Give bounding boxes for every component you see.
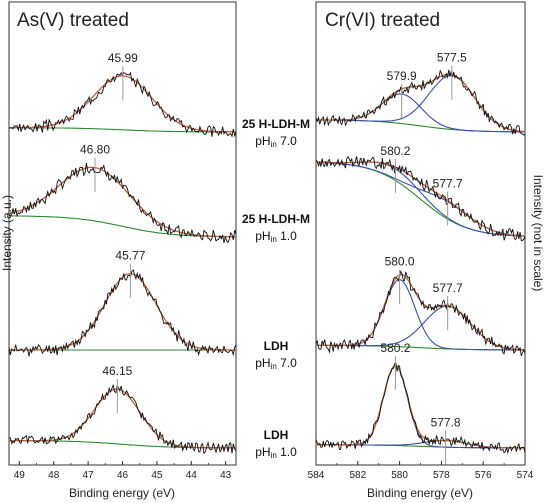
x-tick-label: 48 — [48, 470, 60, 481]
background-line — [316, 161, 526, 237]
raw-spectrum-line — [315, 155, 526, 242]
sample-name: 25 H-LDH-M — [242, 212, 310, 226]
sample-label-4: LDH pHin 1.0 — [255, 428, 297, 460]
left-title: As(V) treated — [17, 10, 129, 31]
spectrum-panel: 45.99 — [8, 51, 237, 138]
spectrum-panel: 580.0 577.7 — [315, 255, 526, 357]
sample-ph: pHin 7.0 — [255, 134, 297, 149]
fit-envelope-line — [316, 273, 525, 351]
spectrum-panel: 45.77 — [8, 249, 237, 357]
peak-label: 577.7 — [433, 281, 463, 295]
plot-layer: 49 48 47 46 45 44 43 45.99 46.80 45.77 46.15 584 582… — [8, 51, 534, 481]
peak-label: 45.77 — [115, 249, 145, 263]
x-tick-label: 45 — [151, 470, 163, 481]
spectrum-panel: 580.2 577.8 — [315, 341, 526, 465]
x-tick-label: 582 — [349, 470, 366, 481]
fit-component-line — [316, 279, 525, 351]
spectrum-panel: 580.2 577.7 — [315, 144, 526, 242]
fit-component-line — [316, 74, 526, 133]
raw-spectrum-line — [315, 362, 526, 455]
right-y-axis-label: Intensity (not in scale) — [531, 175, 545, 292]
peak-label: 45.99 — [108, 51, 138, 65]
x-tick-label: 43 — [220, 470, 232, 481]
peak-label: 580.2 — [380, 341, 410, 355]
x-tick-label: 44 — [186, 470, 198, 481]
background-line — [9, 215, 236, 238]
sample-ph: pHin 1.0 — [255, 445, 297, 460]
fit-envelope-line — [316, 73, 526, 133]
peak-label: 577.7 — [433, 177, 463, 191]
sample-ph: pHin 7.0 — [255, 356, 297, 371]
peak-label: 46.80 — [80, 143, 110, 157]
left-x-axis-label: Binding energy (eV) — [69, 486, 175, 500]
x-tick-label: 578 — [433, 470, 450, 481]
sample-name: LDH — [264, 339, 289, 353]
sample-label-3: LDH pHin 7.0 — [255, 339, 297, 371]
peak-label: 579.9 — [387, 69, 417, 83]
spectrum-panel: 46.80 — [8, 143, 237, 244]
raw-spectrum-line — [8, 163, 237, 244]
peak-label: 580.2 — [380, 144, 410, 158]
x-tick-label: 47 — [83, 470, 95, 481]
sample-name: 25 H-LDH-M — [242, 117, 310, 131]
peak-label: 580.0 — [385, 255, 415, 269]
sample-ph: pHin 1.0 — [255, 229, 297, 244]
right-title: Cr(VI) treated — [325, 10, 440, 31]
peak-label: 577.8 — [431, 416, 461, 430]
x-tick-label: 574 — [517, 470, 534, 481]
left-y-axis-label: Intensity (a.u.) — [0, 195, 14, 271]
spectrum-panel: 579.9 577.5 — [315, 51, 526, 136]
right-x-axis-label: Binding energy (eV) — [367, 486, 473, 500]
raw-spectrum-line — [8, 383, 237, 455]
sample-label-1: 25 H-LDH-M pHin 7.0 — [242, 117, 310, 149]
fit-envelope-line — [9, 273, 236, 351]
sample-name: LDH — [264, 428, 289, 442]
raw-spectrum-line — [315, 270, 526, 357]
x-tick-label: 49 — [14, 470, 26, 481]
peak-label: 46.15 — [102, 364, 132, 378]
raw-spectrum-line — [8, 269, 237, 357]
x-tick-label: 576 — [475, 470, 492, 481]
sample-label-2: 25 H-LDH-M pHin 1.0 — [242, 212, 310, 244]
spectrum-panel: 46.15 — [8, 364, 237, 455]
peak-label: 577.5 — [437, 51, 467, 65]
x-tick-label: 46 — [117, 470, 129, 481]
x-tick-label: 580 — [391, 470, 408, 481]
x-tick-label: 584 — [308, 470, 325, 481]
raw-spectrum-line — [315, 69, 526, 136]
